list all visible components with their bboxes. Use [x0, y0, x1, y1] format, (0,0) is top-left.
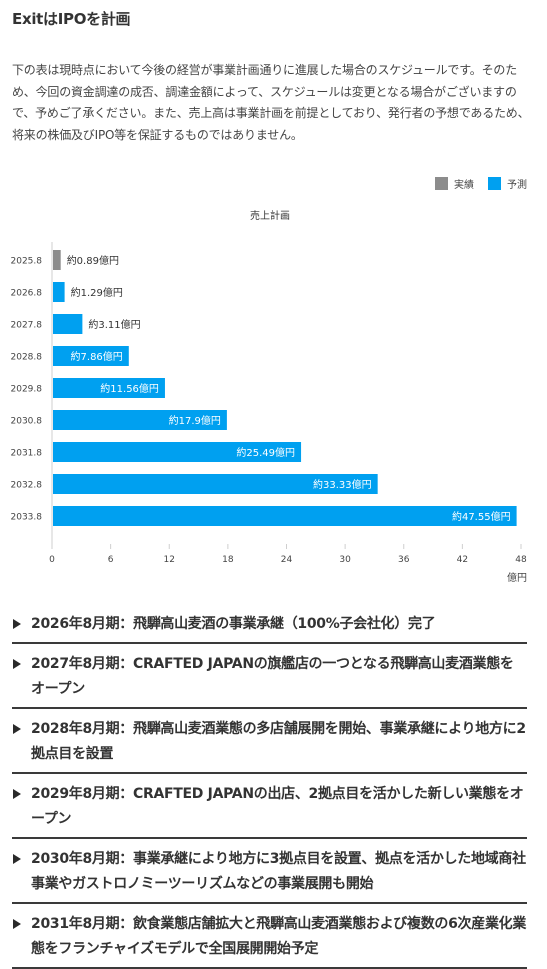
milestone-item: 2031年8月期：飲食業態店舗拡大と飛騨高山麦酒業態および複数の6次産業化業態を…	[12, 904, 527, 969]
milestone-item: 2028年8月期：飛騨高山麦酒業態の多店舗展開を開始、事業承継により地方に2拠点…	[12, 709, 527, 774]
chart-legend: 実績 予測	[421, 176, 527, 191]
milestone-item: 2029年8月期：CRAFTED JAPANの出店、2拠点目を活かした新しい業態…	[12, 774, 527, 839]
y-tick-label: 2029.8	[11, 385, 43, 395]
milestone-text: 2030年8月期：事業承継により地方に3拠点目を設置、拠点を活かした地域商社事業…	[31, 851, 526, 892]
data-label: 約33.33億円	[313, 478, 372, 491]
bar	[53, 442, 302, 462]
intro-paragraph: 下の表は現時点において今後の経営が事業計画通りに進展した場合のスケジュールです。…	[12, 63, 530, 142]
legend-forecast-swatch	[488, 177, 501, 190]
x-tick-label: 12	[164, 555, 175, 565]
milestone-text: 2026年8月期：飛騨高山麦酒の事業承継（100%子会社化）完了	[31, 616, 436, 632]
data-label: 約11.56億円	[100, 382, 159, 395]
bar	[53, 378, 165, 398]
data-label: 約25.49億円	[236, 446, 295, 459]
chart-title: 売上計画	[250, 209, 290, 222]
triangle-bullet-icon	[13, 659, 21, 669]
x-axis-unit-label: 億円	[507, 571, 527, 584]
bar	[53, 506, 517, 526]
milestone-text: 2028年8月期：飛騨高山麦酒業態の多店舗展開を開始、事業承継により地方に2拠点…	[31, 721, 526, 762]
data-label: 約17.9億円	[169, 414, 221, 427]
legend-actual: 実績	[435, 176, 474, 191]
y-tick-label: 2026.8	[11, 289, 43, 299]
x-tick-label: 24	[281, 555, 293, 565]
bar	[53, 282, 65, 302]
data-label: 約3.11億円	[88, 318, 140, 331]
legend-actual-label: 実績	[454, 180, 474, 191]
milestone-text: 2031年8月期：飲食業態店舗拡大と飛騨高山麦酒業態および複数の6次産業化業態を…	[31, 916, 527, 957]
y-tick-label: 2025.8	[11, 257, 43, 267]
page-title: ExitはIPOを計画	[12, 10, 131, 28]
legend-actual-swatch	[435, 177, 448, 190]
legend-forecast-label: 予測	[507, 180, 527, 191]
x-tick-label: 0	[49, 555, 55, 565]
milestone-item: 2026年8月期：飛騨高山麦酒の事業承継（100%子会社化）完了	[12, 604, 527, 644]
milestone-text: 2027年8月期：CRAFTED JAPANの旗艦店の一つとなる飛騨高山麦酒業態…	[31, 656, 514, 697]
y-tick-label: 2030.8	[11, 417, 43, 427]
y-tick-label: 2031.8	[11, 449, 43, 459]
bar	[53, 314, 83, 334]
x-tick-label: 48	[515, 555, 527, 565]
triangle-bullet-icon	[13, 619, 21, 629]
bar	[53, 410, 227, 430]
x-tick-label: 6	[108, 555, 114, 565]
milestone-list: 2026年8月期：飛騨高山麦酒の事業承継（100%子会社化）完了 2027年8月…	[12, 604, 527, 969]
x-tick-label: 18	[222, 555, 234, 565]
y-tick-label: 2028.8	[11, 353, 43, 363]
y-tick-label: 2027.8	[11, 321, 43, 331]
bar	[53, 474, 378, 494]
data-label: 約0.89億円	[67, 254, 119, 267]
x-tick-label: 30	[339, 555, 351, 565]
data-label: 約1.29億円	[71, 286, 123, 299]
x-tick-label: 42	[457, 555, 468, 565]
data-label: 約47.55億円	[452, 510, 511, 523]
triangle-bullet-icon	[13, 789, 21, 799]
triangle-bullet-icon	[13, 854, 21, 864]
y-tick-label: 2033.8	[11, 513, 43, 523]
milestone-item: 2027年8月期：CRAFTED JAPANの旗艦店の一つとなる飛騨高山麦酒業態…	[12, 644, 527, 709]
bar	[53, 346, 129, 366]
sales-plan-chart: 売上計画 2025.8 約0.89億円 2026.8 約1.29億円 2027.8 約3.…	[11, 209, 528, 584]
legend-forecast: 予測	[488, 176, 527, 191]
bar	[53, 250, 61, 270]
triangle-bullet-icon	[13, 919, 21, 929]
triangle-bullet-icon	[13, 724, 21, 734]
data-label: 約7.86億円	[71, 350, 123, 363]
milestone-text: 2029年8月期：CRAFTED JAPANの出店、2拠点目を活かした新しい業態…	[31, 786, 524, 827]
milestone-item: 2030年8月期：事業承継により地方に3拠点目を設置、拠点を活かした地域商社事業…	[12, 839, 527, 904]
x-tick-label: 36	[398, 555, 410, 565]
y-tick-label: 2032.8	[11, 481, 43, 491]
